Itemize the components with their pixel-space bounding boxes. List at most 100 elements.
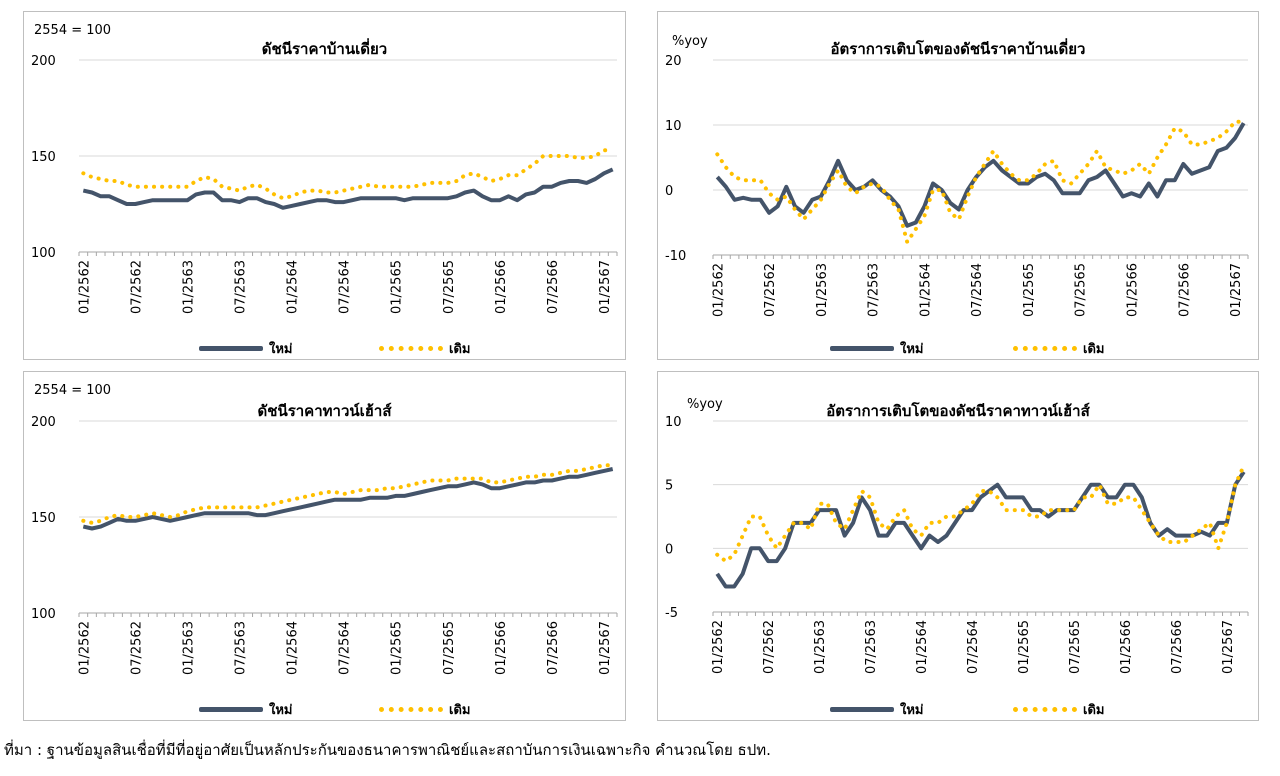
series-line-old [81,463,615,525]
legend-label-new: ใหม่ [900,342,924,357]
unit-label: 2554 = 100 [34,23,112,38]
x-tick-label: 07/2566 [1177,263,1192,317]
chart-plot: 100 150 200 01/2562 07/2562 01/2563 07/2563 01/… [31,54,618,314]
legend-label-old: เดิม [1083,342,1105,357]
x-tick-label: 01/2562 [711,620,726,674]
legend-label-new: ใหม่ [269,703,293,718]
series-line-old [81,148,615,201]
x-tick-label: 01/2565 [1022,263,1037,317]
series-line-new [82,467,614,531]
legend-label-old: เดิม [1083,703,1105,718]
chart-panel-townhouse-growth: %yoy อัตราการเติบโตของดัชนีราคาทาวน์เฮ้า… [657,371,1259,721]
chart-title: ดัชนีราคาบ้านเดี่ยว [261,40,388,58]
x-tick-label: 01/2564 [286,260,301,314]
x-tick-label: 01/2567 [598,260,613,314]
x-tick-label: 07/2565 [442,621,457,675]
chart-plot: -5 0 5 10 01/2562 07/2562 01/2563 07/2563 01/256… [665,415,1249,674]
x-tick-label: 07/2565 [1074,263,1089,317]
legend-dotted-swatch [379,346,443,351]
x-tick-label: 07/2562 [129,621,144,675]
x-tick-label: 01/2565 [390,621,405,675]
y-tick-label: 10 [665,119,682,134]
y-tick-label: 200 [31,415,56,430]
x-tick-label: 01/2567 [598,621,613,675]
y-tick-label: 150 [31,511,56,526]
x-tick-label: 01/2566 [1126,263,1141,317]
legend-solid-swatch [199,707,263,712]
legend-item-old: เดิม [1013,699,1104,720]
y-tick-label: -5 [665,606,678,621]
y-tick-label: -10 [665,249,686,264]
legend-item-new: ใหม่ [830,338,924,359]
x-tick-label: 07/2564 [338,621,353,675]
x-tick-label: 07/2564 [970,263,985,317]
legend-label-old: เดิม [449,342,471,357]
x-tick-label: 07/2564 [966,620,981,674]
x-tick-label: 07/2563 [234,621,249,675]
chart-legend: ใหม่ เดิม [24,338,625,359]
x-tick-label: 07/2562 [763,263,778,317]
series-line-new [715,470,1246,589]
chart-panel-townhouse-index: 2554 = 100 ดัชนีราคาทาวน์เฮ้าส์ 100 150 20… [23,371,626,721]
source-note: ที่มา : ฐานข้อมูลสินเชื่อที่มีที่อยู่อาศ… [4,741,771,759]
x-tick-label: 01/2565 [390,260,405,314]
chart-legend: ใหม่ เดิม [658,338,1258,359]
y-tick-label: 100 [31,607,56,622]
x-tick-label: 07/2562 [129,260,144,314]
legend-item-new: ใหม่ [830,699,924,720]
x-tick-label: 01/2563 [815,263,830,317]
x-tick-label: 01/2564 [915,620,930,674]
chart-title: อัตราการเติบโตของดัชนีราคาทาวน์เฮ้าส์ [826,402,1090,420]
x-tick-label: 07/2566 [546,621,561,675]
legend-item-new: ใหม่ [199,699,293,720]
y-tick-label: 150 [31,150,56,165]
unit-label: 2554 = 100 [34,383,112,398]
chart-title: ดัชนีราคาทาวน์เฮ้าส์ [257,402,392,420]
legend-label-new: ใหม่ [900,703,924,718]
y-tick-label: 200 [31,54,56,69]
legend-item-old: เดิม [1013,338,1104,359]
x-tick-label: 01/2567 [1229,263,1244,317]
x-tick-label: 01/2563 [181,260,196,314]
chart-plot: 100 150 200 01/2562 07/2562 01/2563 07/2563 01/… [31,415,618,675]
x-tick-label: 01/2563 [813,620,828,674]
legend-dotted-swatch [379,707,443,712]
x-tick-label: 07/2565 [442,260,457,314]
legend-item-old: เดิม [379,699,470,720]
chart-legend: ใหม่ เดิม [658,699,1258,720]
x-tick-label: 07/2563 [867,263,882,317]
series-line-new [82,167,614,210]
chart-legend: ใหม่ เดิม [24,699,625,720]
x-tick-label: 01/2562 [77,621,92,675]
chart-title: อัตราการเติบโตของดัชนีราคาบ้านเดี่ยว [830,40,1086,58]
x-tick-label: 07/2564 [338,260,353,314]
legend-item-old: เดิม [379,338,470,359]
chart-panel-detached-growth: %yoy อัตราการเติบโตของดัชนีราคาบ้านเดี่ย… [657,11,1259,360]
x-tick-label: 01/2566 [1119,620,1134,674]
x-tick-label: 07/2563 [864,620,879,674]
unit-label: %yoy [672,34,708,49]
x-tick-label: 01/2562 [711,263,726,317]
legend-label-old: เดิม [449,703,471,718]
x-tick-label: 07/2565 [1068,620,1083,674]
legend-solid-swatch [830,707,894,712]
x-tick-label: 01/2562 [77,260,92,314]
series-line-old [715,463,1246,564]
chart-panel-detached-index: 2554 = 100 ดัชนีราคาบ้านเดี่ยว 100 150 200… [23,11,626,360]
x-tick-label: 07/2566 [546,260,561,314]
y-tick-label: 5 [665,479,673,494]
legend-solid-swatch [830,346,894,351]
unit-label: %yoy [687,397,723,412]
legend-item-new: ใหม่ [199,338,293,359]
x-tick-label: 07/2563 [234,260,249,314]
x-tick-label: 07/2562 [762,620,777,674]
legend-label-new: ใหม่ [269,342,293,357]
y-tick-label: 0 [665,184,673,199]
series-line-new [715,122,1246,228]
y-tick-label: 20 [665,54,682,69]
legend-solid-swatch [199,346,263,351]
y-tick-label: 100 [31,246,56,261]
x-tick-label: 01/2563 [181,621,196,675]
legend-dotted-swatch [1013,707,1077,712]
x-tick-label: 01/2565 [1017,620,1032,674]
